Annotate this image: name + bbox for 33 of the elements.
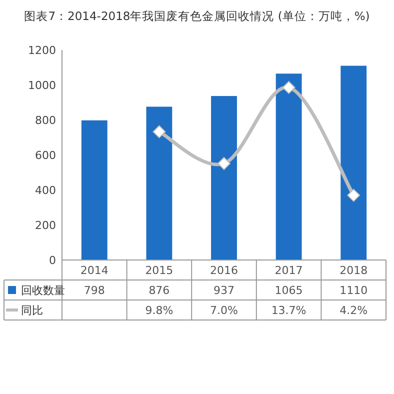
data-label: 876 — [148, 284, 170, 297]
bar — [146, 106, 172, 260]
legend-label: 同比 — [21, 304, 43, 317]
x-tick-label: 2018 — [340, 264, 368, 277]
data-label: 7.0% — [210, 304, 238, 317]
data-label: 13.7% — [271, 304, 306, 317]
data-label: 937 — [214, 284, 234, 297]
point — [347, 188, 360, 202]
legend-label: 回收数量 — [21, 284, 65, 297]
y-tick-label: 200 — [35, 219, 56, 232]
y-tick-label: 1000 — [28, 79, 56, 92]
x-tick-label: 2014 — [80, 264, 108, 277]
bar — [81, 120, 108, 260]
data-label: 1110 — [340, 284, 368, 297]
bar — [276, 74, 302, 260]
y-tick-label: 1200 — [28, 44, 56, 57]
point — [218, 157, 230, 170]
chart-title: 图表7：2014-2018年我国废有色金属回收情况 (单位：万吨，%) — [24, 9, 370, 23]
data-label: 798 — [84, 284, 105, 297]
y-tick-label: 600 — [35, 149, 56, 162]
data-label: 4.2% — [340, 304, 368, 317]
bar — [340, 66, 367, 260]
y-tick-label: 800 — [35, 114, 56, 127]
y-tick-label: 0 — [49, 254, 56, 267]
point — [282, 80, 296, 94]
y-tick-label: 400 — [35, 184, 56, 197]
data-label: 1065 — [274, 284, 303, 297]
point — [152, 125, 166, 138]
data-label: 9.8% — [145, 304, 174, 317]
x-tick-label: 2017 — [274, 264, 303, 277]
x-tick-label: 2015 — [145, 264, 174, 277]
bar — [211, 96, 237, 260]
x-tick-label: 2016 — [210, 264, 238, 277]
